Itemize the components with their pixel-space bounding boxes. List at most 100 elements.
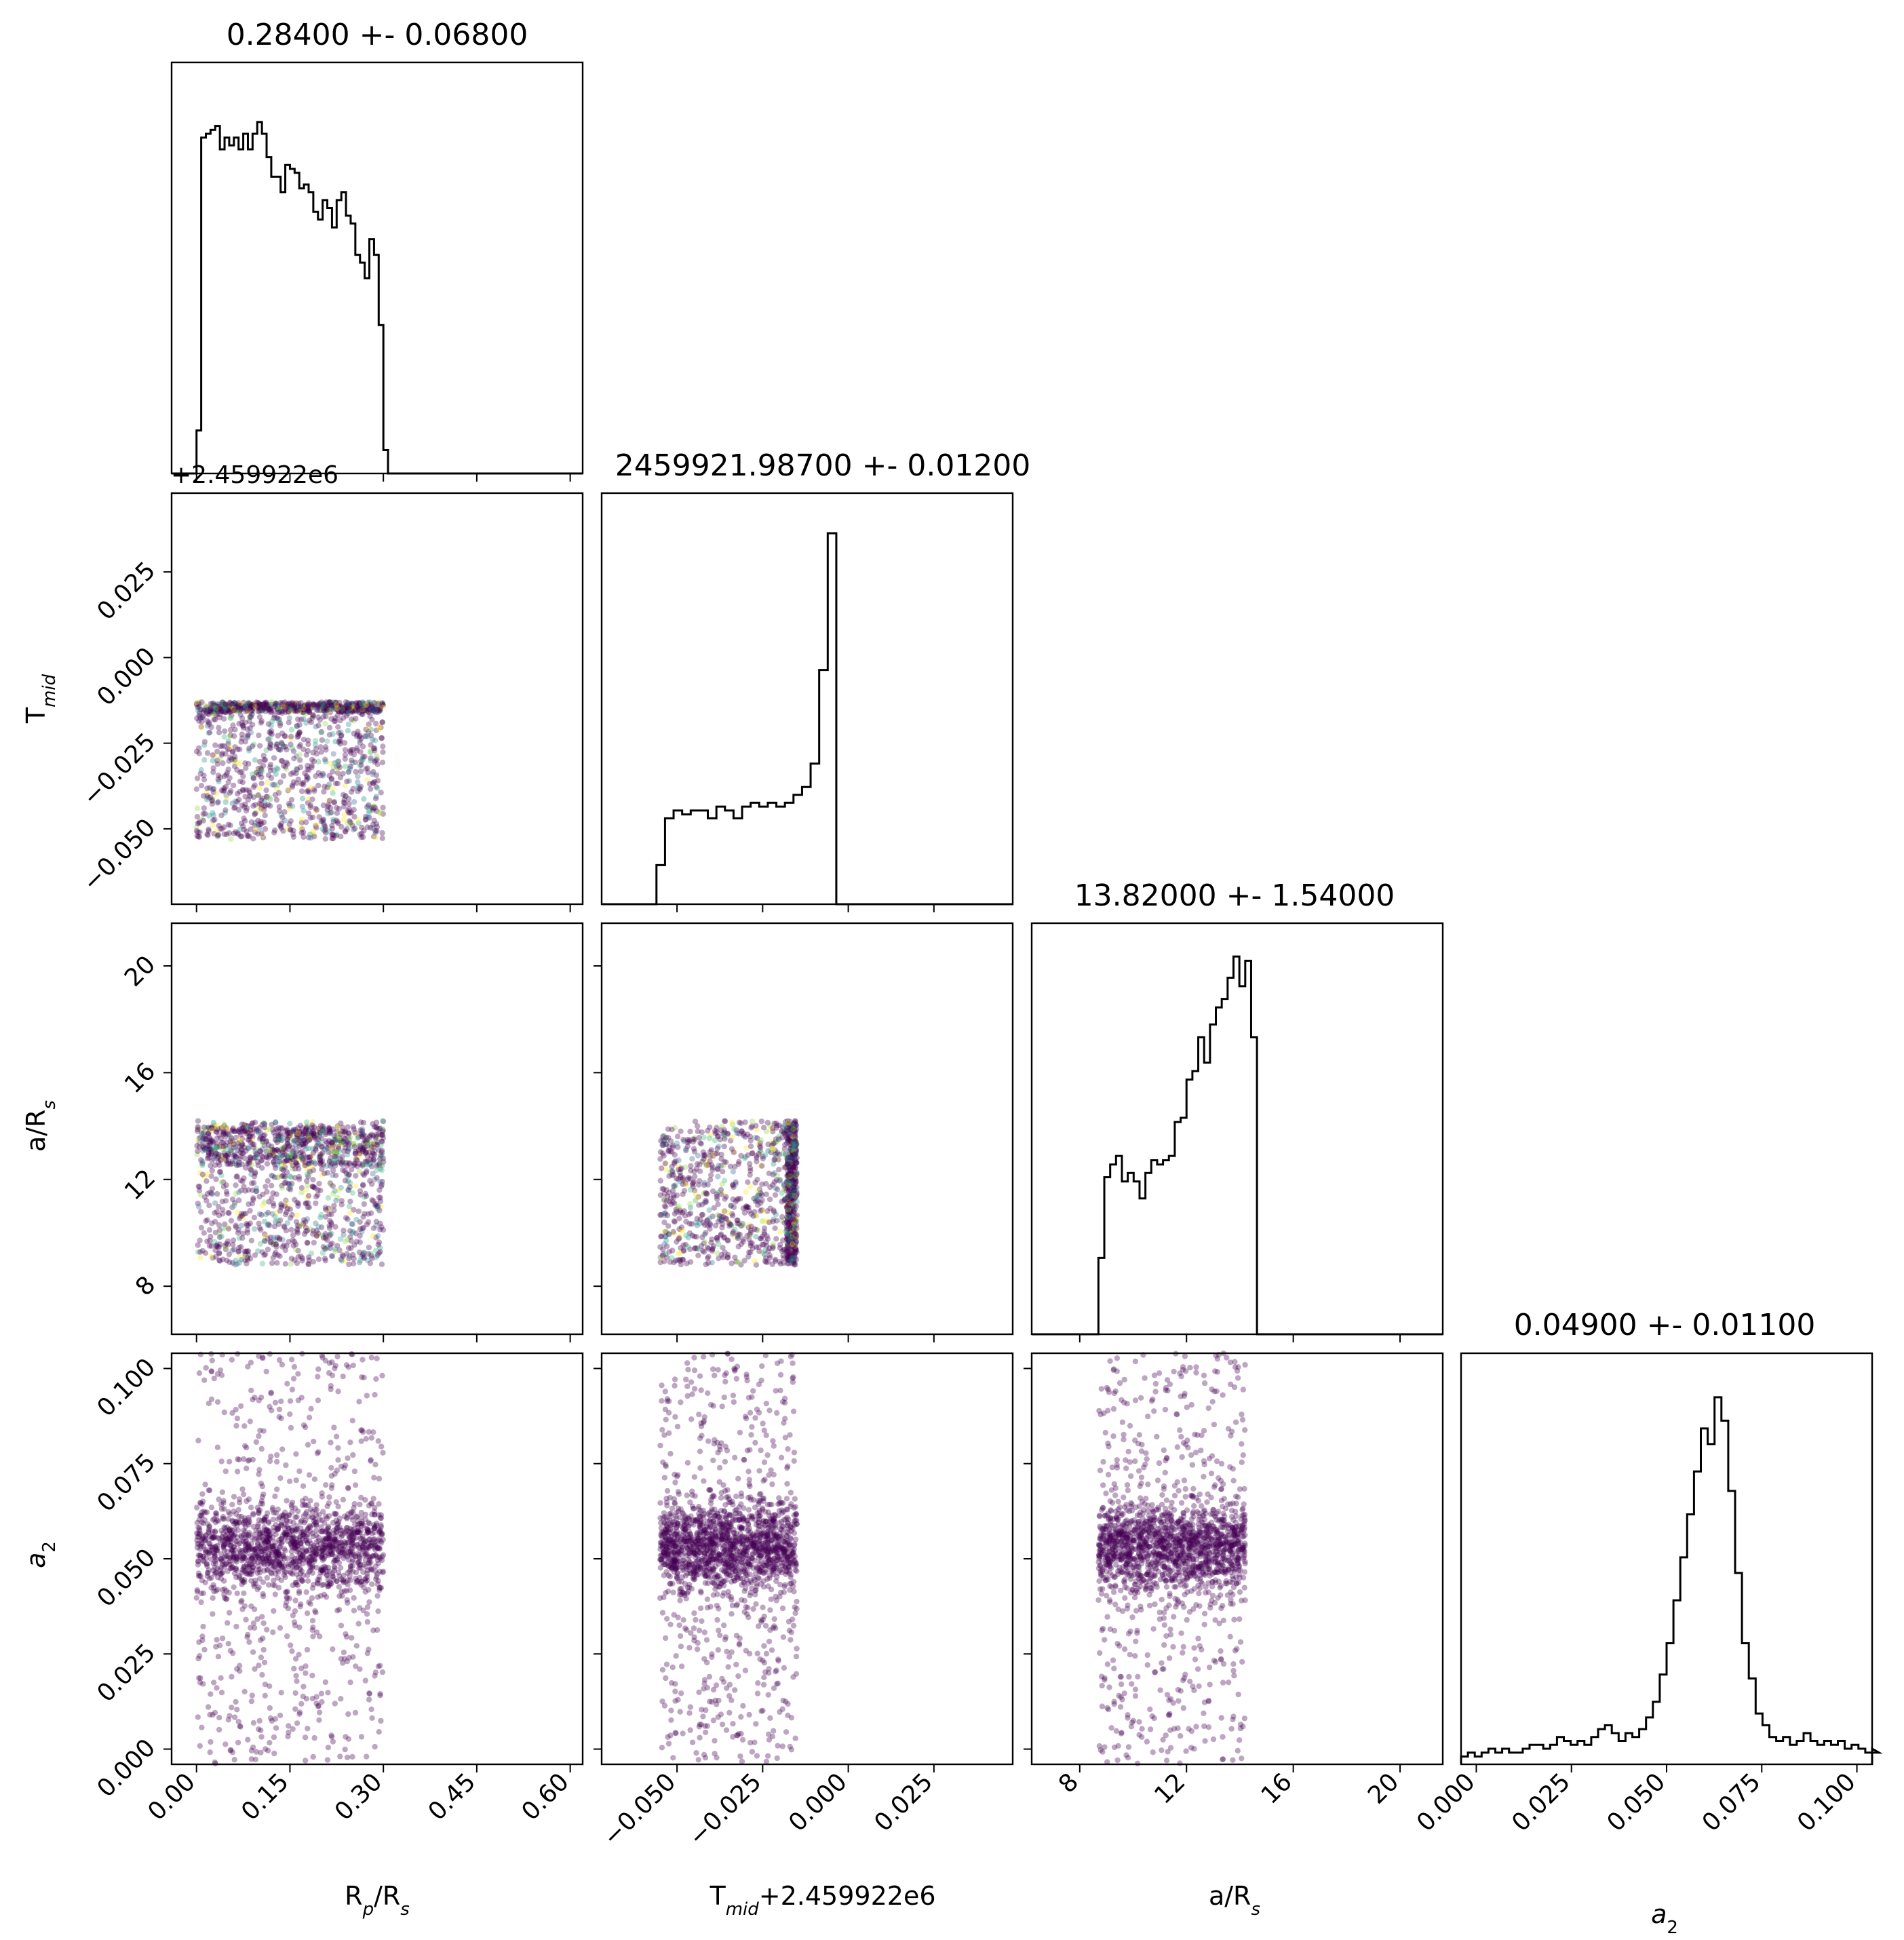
scatter-point xyxy=(246,1144,252,1150)
scatter-point xyxy=(326,732,333,738)
scatter-point xyxy=(255,817,261,824)
scatter-point xyxy=(262,1692,268,1699)
scatter-point xyxy=(273,1249,279,1256)
scatter-point xyxy=(263,802,269,809)
scatter-point xyxy=(198,767,204,773)
scatter-point xyxy=(758,1137,764,1144)
scatter-point xyxy=(288,702,294,709)
scatter-point xyxy=(210,1156,217,1162)
scatter-point xyxy=(273,1725,279,1731)
scatter-point xyxy=(342,752,349,758)
scatter-point xyxy=(201,742,208,748)
scatter-point xyxy=(248,819,254,826)
scatter-point xyxy=(291,756,297,762)
scatter-point xyxy=(251,1226,258,1233)
scatter-point xyxy=(278,812,284,818)
scatter-point xyxy=(197,715,203,721)
scatter-point xyxy=(747,1171,753,1178)
scatter-point xyxy=(351,807,357,813)
scatter-point xyxy=(288,771,294,777)
scatter-point xyxy=(310,702,317,709)
scatter-point xyxy=(304,1124,310,1130)
scatter-point xyxy=(256,705,262,712)
scatter-point xyxy=(732,1254,738,1260)
scatter-point xyxy=(273,771,279,777)
scatter-point xyxy=(357,1150,363,1157)
scatter-point xyxy=(367,700,374,706)
scatter-point xyxy=(706,1135,713,1142)
scatter-point xyxy=(233,707,239,714)
scatter-point xyxy=(329,1253,335,1259)
scatter-point xyxy=(313,1233,320,1239)
scatter-point xyxy=(360,754,366,760)
scatter-point xyxy=(273,741,279,748)
scatter-point xyxy=(706,1216,713,1222)
scatter-point xyxy=(300,737,307,743)
scatter-point xyxy=(306,709,313,716)
scatter-point xyxy=(291,705,297,711)
scatter-point xyxy=(333,780,339,787)
scatter-point xyxy=(247,1418,253,1424)
scatter-point xyxy=(325,801,332,808)
scatter-point xyxy=(206,1243,213,1249)
scatter-point xyxy=(297,764,304,771)
scatter-point xyxy=(730,1169,737,1175)
scatter-point xyxy=(238,1222,244,1229)
scatter-point xyxy=(235,1197,242,1203)
scatter-point xyxy=(235,1719,241,1725)
scatter-point xyxy=(695,1246,702,1253)
scatter-point xyxy=(353,716,359,722)
scatter-point xyxy=(212,716,218,723)
scatter-point xyxy=(738,1152,744,1159)
scatter-point xyxy=(274,1486,280,1492)
scatter-point xyxy=(247,1166,254,1173)
scatter-point xyxy=(378,735,385,741)
scatter-point xyxy=(731,1204,737,1210)
scatter-point xyxy=(244,1465,250,1471)
scatter-point xyxy=(358,735,364,741)
scatter-point xyxy=(223,1182,229,1188)
scatter-point xyxy=(372,779,378,785)
scatter-point xyxy=(289,1499,296,1506)
scatter-point xyxy=(363,813,369,820)
scatter-point xyxy=(374,756,380,762)
scatter-point xyxy=(353,1173,359,1179)
scatter-point xyxy=(364,804,370,811)
scatter-point xyxy=(334,701,340,707)
scatter-point xyxy=(328,1211,334,1218)
scatter-point xyxy=(370,1233,376,1239)
scatter-point xyxy=(269,781,275,788)
scatter-point xyxy=(359,1374,365,1380)
scatter-point xyxy=(774,1186,781,1192)
histogram-tmid xyxy=(602,532,1013,906)
scatter-point xyxy=(271,1750,277,1757)
scatter-point xyxy=(284,1380,290,1387)
scatter-point xyxy=(738,1120,744,1127)
scatter-point xyxy=(304,1610,311,1616)
scatter-point xyxy=(264,1574,270,1581)
scatter-point xyxy=(714,1250,720,1256)
scatter-point xyxy=(210,707,216,714)
scatter-point xyxy=(255,831,261,837)
scatter-point xyxy=(242,818,248,824)
scatter-point xyxy=(227,754,233,760)
scatter-point xyxy=(315,1397,322,1403)
scatter-point xyxy=(195,1148,201,1155)
scatter-point xyxy=(288,707,294,714)
scatter-point xyxy=(326,703,332,709)
scatter-point xyxy=(195,829,201,836)
scatter-point xyxy=(253,1439,259,1446)
scatter-point xyxy=(225,821,231,828)
scatter-point xyxy=(196,820,202,826)
scatter-point xyxy=(350,1124,357,1130)
scatter-point xyxy=(299,709,305,716)
scatter-point xyxy=(221,785,227,792)
scatter-point xyxy=(231,1714,238,1720)
scatter-point xyxy=(355,729,361,735)
scatter-point xyxy=(785,1222,792,1228)
scatter-point xyxy=(747,1231,753,1237)
scatter-point xyxy=(781,1146,788,1152)
scatter-point xyxy=(298,781,305,787)
scatter-point xyxy=(326,699,332,705)
